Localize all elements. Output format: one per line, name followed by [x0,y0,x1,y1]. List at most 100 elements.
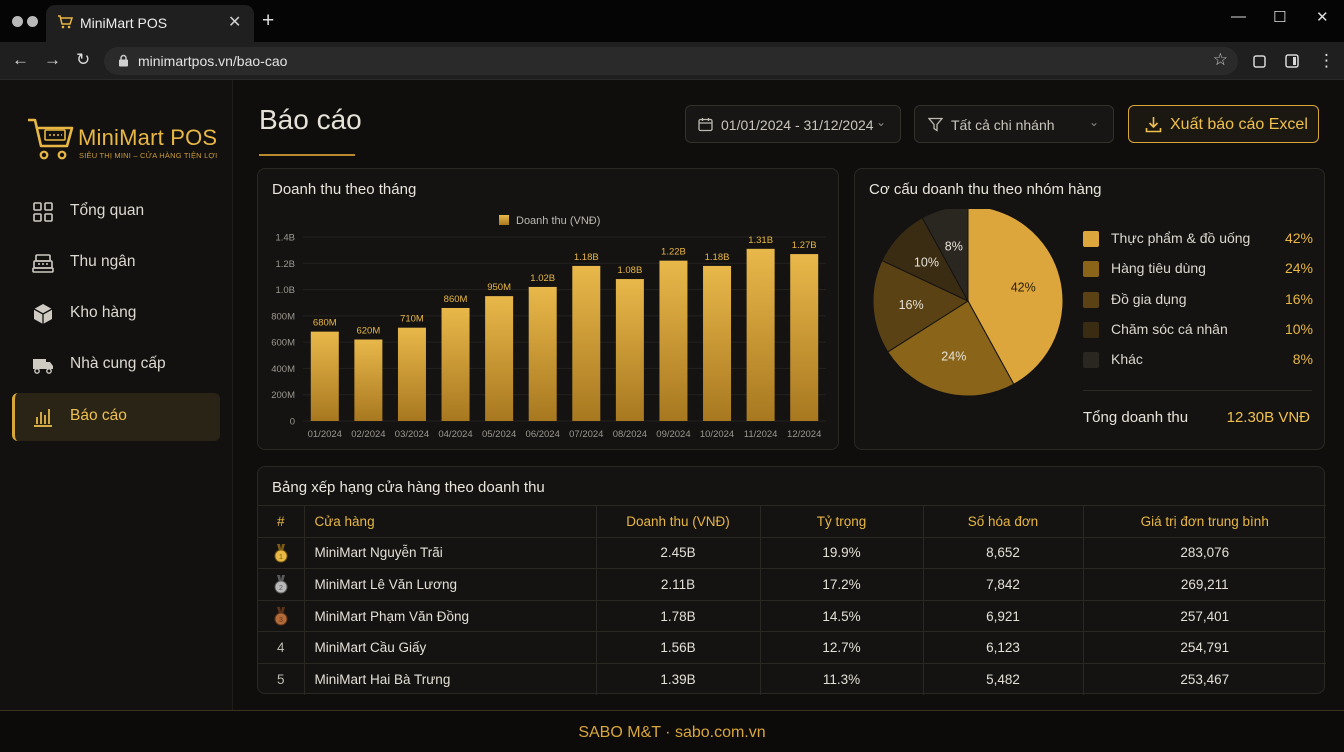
store-name-cell: MiniMart Lê Văn Lương [303,568,596,601]
sidebar-item-nha-cung-cap[interactable]: Nhà cung cấp [12,341,220,389]
branch-filter[interactable]: Tất cả chi nhánh ⌄ [914,105,1114,143]
pie-slice[interactable] [872,259,970,353]
bar[interactable] [659,260,688,421]
column-header[interactable]: Cửa hàng [303,505,596,538]
grid-icon [32,201,54,223]
legend-percent: 10% [1284,320,1313,337]
column-header[interactable]: Tỷ trọng [759,505,923,538]
bar[interactable] [746,248,775,421]
legend-percent: 24% [1284,260,1313,277]
svg-text:3: 3 [279,617,283,624]
revenue-cell: 1.78B [595,599,760,632]
table-row[interactable]: 5 MiniMart Hai Bà Trưng 1.39B 11.3% 5,482 253… [258,662,1326,696]
bar[interactable] [528,286,557,421]
bar-value-label: 950M [487,282,511,293]
bar-value-label: 1.31B [748,235,773,246]
avg-order-cell: 254,791 [1082,631,1326,664]
date-range-picker[interactable]: 01/01/2024 - 31/12/2024 ⌄ [685,105,901,143]
store-ranking-card: Bảng xếp hạng cửa hàng theo doanh thu # … [257,466,1326,696]
legend-swatch [1083,291,1099,308]
minimize-icon[interactable]: — [1231,8,1246,25]
pie-slice[interactable] [921,209,969,302]
y-tick-label: 1.2B [275,259,295,270]
x-tick-label: 05/2024 [482,429,516,440]
bar[interactable] [397,327,426,421]
footer-text: SABO M&T · sabo.com.vn [578,724,766,741]
y-tick-label: 200M [271,390,295,401]
sidebar-item-tong-quan[interactable]: Tổng quan [12,188,220,236]
bar[interactable] [790,254,819,421]
legend-percent: 42% [1284,230,1313,246]
close-window-icon[interactable]: ✕ [1316,9,1329,26]
legend-percent: 8% [1292,351,1313,368]
bar[interactable] [441,307,470,421]
logo-cart-icon [26,116,74,167]
revenue-cell: 1.56B [595,631,760,664]
legend-item: Hàng tiêu dùng 24% [1083,259,1313,279]
table-row[interactable]: 3 MiniMart Phạm Văn Đồng 1.78B 14.5% 6,921 25… [258,599,1326,632]
bookmark-star-icon[interactable]: ☆ [1212,50,1228,69]
extension-icon[interactable] [1252,53,1268,74]
sidebar-item-thu-ngan[interactable]: Thu ngân [12,239,220,287]
bar[interactable] [615,279,644,421]
close-tab-icon[interactable]: ✕ [228,14,242,31]
bar-value-label: 1.22B [661,247,686,258]
rank-cell: 3 [258,599,304,632]
sidebar-item-label: Tổng quan [70,202,145,219]
table-row[interactable]: 4 MiniMart Cầu Giấy 1.56B 12.7% 6,123 254,791 [258,631,1326,664]
maximize-icon[interactable]: ☐ [1273,9,1287,26]
table-row[interactable]: 2 MiniMart Lê Văn Lương 2.11B 17.2% 7,842 269… [258,568,1326,601]
title-underline [259,154,355,156]
avg-order-cell: 257,401 [1082,599,1326,632]
table-row[interactable]: 1 MiniMart Nguyễn Trãi 2.45B 19.9% 8,652 283,… [258,536,1326,569]
bar[interactable] [485,296,514,421]
sidebar-item-kho-hang[interactable]: Kho hàng [12,290,220,338]
x-tick-label: 04/2024 [438,429,472,440]
bar[interactable] [572,265,601,421]
legend-swatch [1083,231,1099,247]
y-tick-label: 0 [290,417,295,428]
store-name-cell: MiniMart Cầu Giấy [303,631,596,664]
forward-icon[interactable]: → [44,50,61,69]
reload-icon[interactable]: ↻ [76,50,91,69]
table-header-row: # Cửa hàng Doanh thu (VNĐ) Tỷ trọng Số h… [258,505,1326,538]
legend-swatch [1083,261,1099,278]
calendar-icon [698,117,713,137]
cart-icon [57,14,74,35]
bar[interactable] [354,339,383,421]
sidebar-item-label: Thu ngân [70,253,136,270]
y-tick-label: 1.4B [275,233,295,244]
svg-text:2: 2 [279,585,283,592]
y-tick-label: 400M [271,364,295,375]
back-icon[interactable]: ← [12,50,29,69]
store-name-cell: MiniMart Hai Bà Trưng [303,662,596,696]
browser-tabbar: MiniMart POS ✕ + — ☐ ✕ [0,0,1344,42]
pie-slice[interactable] [887,300,1015,397]
column-header[interactable]: Doanh thu (VNĐ) [595,505,760,538]
bar-value-label: 1.18B [574,252,599,263]
legend-item: Khác 8% [1083,350,1313,370]
menu-kebab-icon[interactable]: ⋮ [1318,51,1335,70]
share-cell: 12.7% [759,631,923,664]
sidepanel-icon[interactable] [1284,53,1300,74]
legend-label: Khác [1111,351,1143,368]
svg-text:1: 1 [279,554,283,561]
legend-label: Doanh thu (VNĐ) [516,215,600,227]
revenue-cell: 1.39B [595,662,760,696]
sidebar-item-bao-cao[interactable]: Báo cáo [12,393,220,441]
truck-icon [32,354,54,376]
new-tab-icon[interactable]: + [262,9,275,32]
legend-label: Chăm sóc cá nhân [1111,320,1228,337]
pie-slice[interactable] [967,209,1064,385]
export-excel-button[interactable]: Xuất báo cáo Excel [1128,105,1319,143]
column-header[interactable]: Giá trị đơn trung bình [1082,505,1326,538]
legend-swatch [1083,352,1099,369]
bar[interactable] [703,265,732,421]
column-header[interactable]: # [258,505,304,538]
y-tick-label: 600M [271,338,295,349]
bar[interactable] [310,331,339,421]
browser-tab[interactable]: MiniMart POS ✕ [46,5,254,42]
url-field[interactable]: minimartpos.vn/bao-cao ☆ [104,47,1238,75]
store-name-cell: MiniMart Phạm Văn Đồng [303,599,596,632]
column-header[interactable]: Số hóa đơn [922,505,1083,538]
